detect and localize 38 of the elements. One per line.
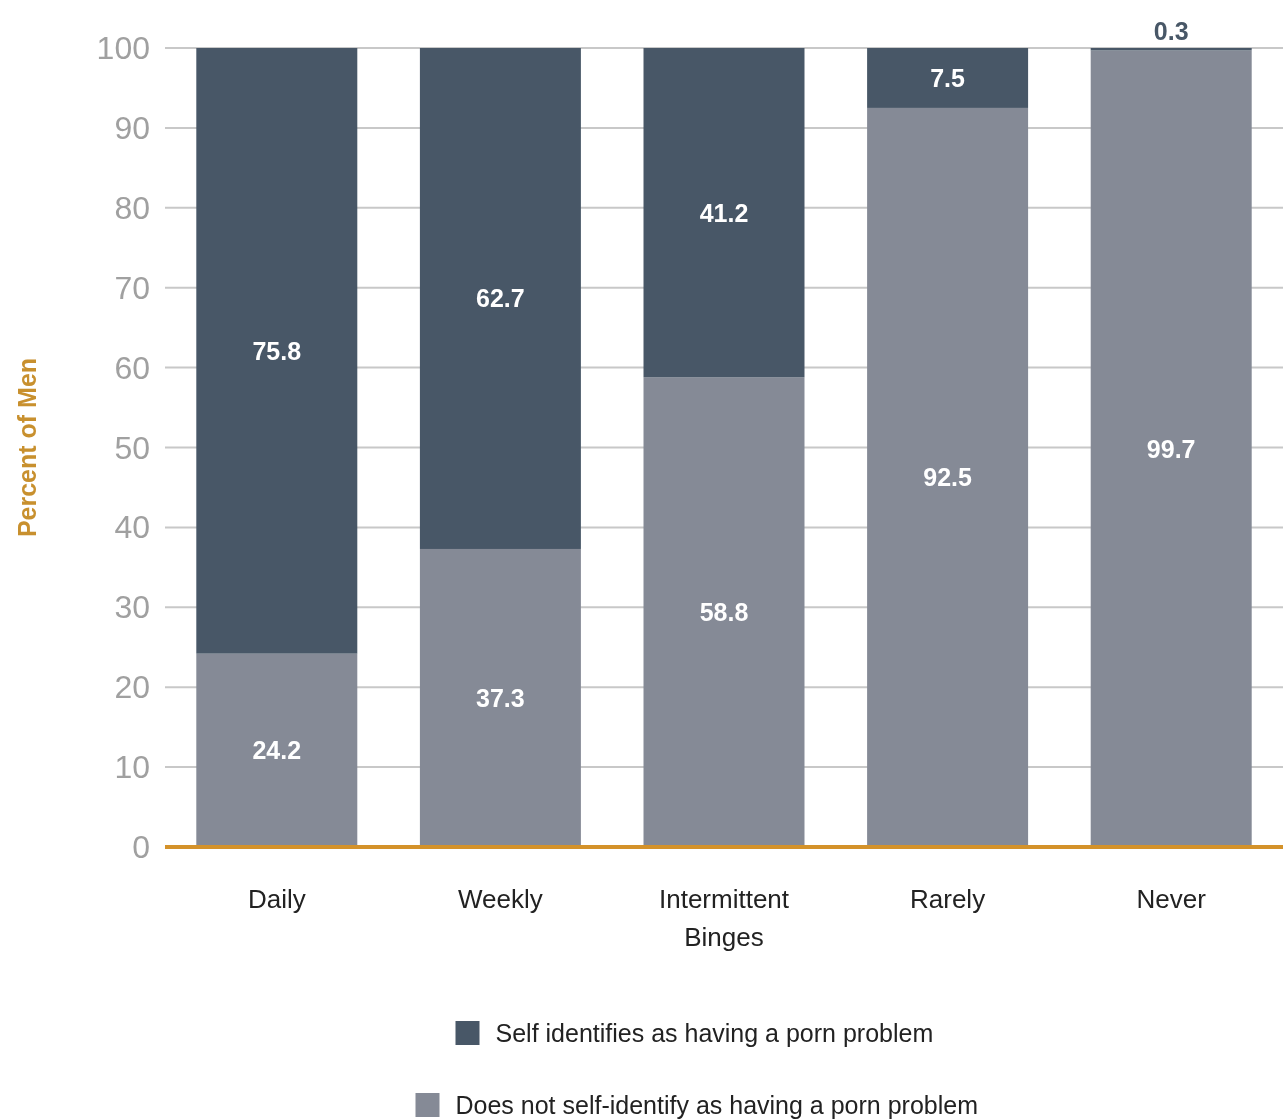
y-tick-label: 10 <box>114 749 150 786</box>
bar <box>196 653 358 847</box>
x-tick-label: Weekly <box>458 884 543 914</box>
legend-label: Does not self-identify as having a porn problem <box>455 1091 979 1119</box>
y-tick-label: 40 <box>114 509 150 546</box>
bar <box>1090 50 1252 847</box>
legend-label: Self identifies as having a porn problem <box>495 1019 934 1047</box>
data-label: 7.5 <box>930 63 966 92</box>
y-tick-label: 30 <box>114 589 150 626</box>
data-label: 92.5 <box>923 463 973 492</box>
y-tick-label: 70 <box>114 269 150 306</box>
y-tick-label: 80 <box>114 189 150 226</box>
y-tick-label: 100 <box>96 30 150 66</box>
x-tick-label: Never <box>1136 884 1207 914</box>
bar <box>419 48 581 549</box>
y-tick-label: 0 <box>132 829 150 865</box>
x-tick-label: Intermittent Binges <box>658 884 790 952</box>
data-label: 75.8 <box>252 336 302 365</box>
y-axis-title: Percent of Men <box>13 357 41 538</box>
data-label: 62.7 <box>476 284 525 313</box>
y-tick-label: 90 <box>114 109 150 146</box>
bar <box>196 48 358 654</box>
y-tick-label: 50 <box>114 429 150 466</box>
bar <box>643 377 805 847</box>
bar <box>867 48 1029 108</box>
data-label: 37.3 <box>476 683 525 712</box>
bar <box>867 107 1029 847</box>
x-tick-label: Rarely <box>910 884 986 914</box>
y-tick-label: 60 <box>114 349 150 386</box>
data-label: 41.2 <box>699 198 749 227</box>
x-tick-label: Daily <box>247 884 306 914</box>
data-label: 58.8 <box>699 598 749 627</box>
bar <box>643 48 805 378</box>
data-label: 0.3 <box>1153 17 1189 45</box>
data-label: 24.2 <box>252 736 302 765</box>
y-tick-label: 20 <box>114 669 150 706</box>
bar <box>419 548 581 847</box>
data-label: 99.7 <box>1146 434 1196 463</box>
